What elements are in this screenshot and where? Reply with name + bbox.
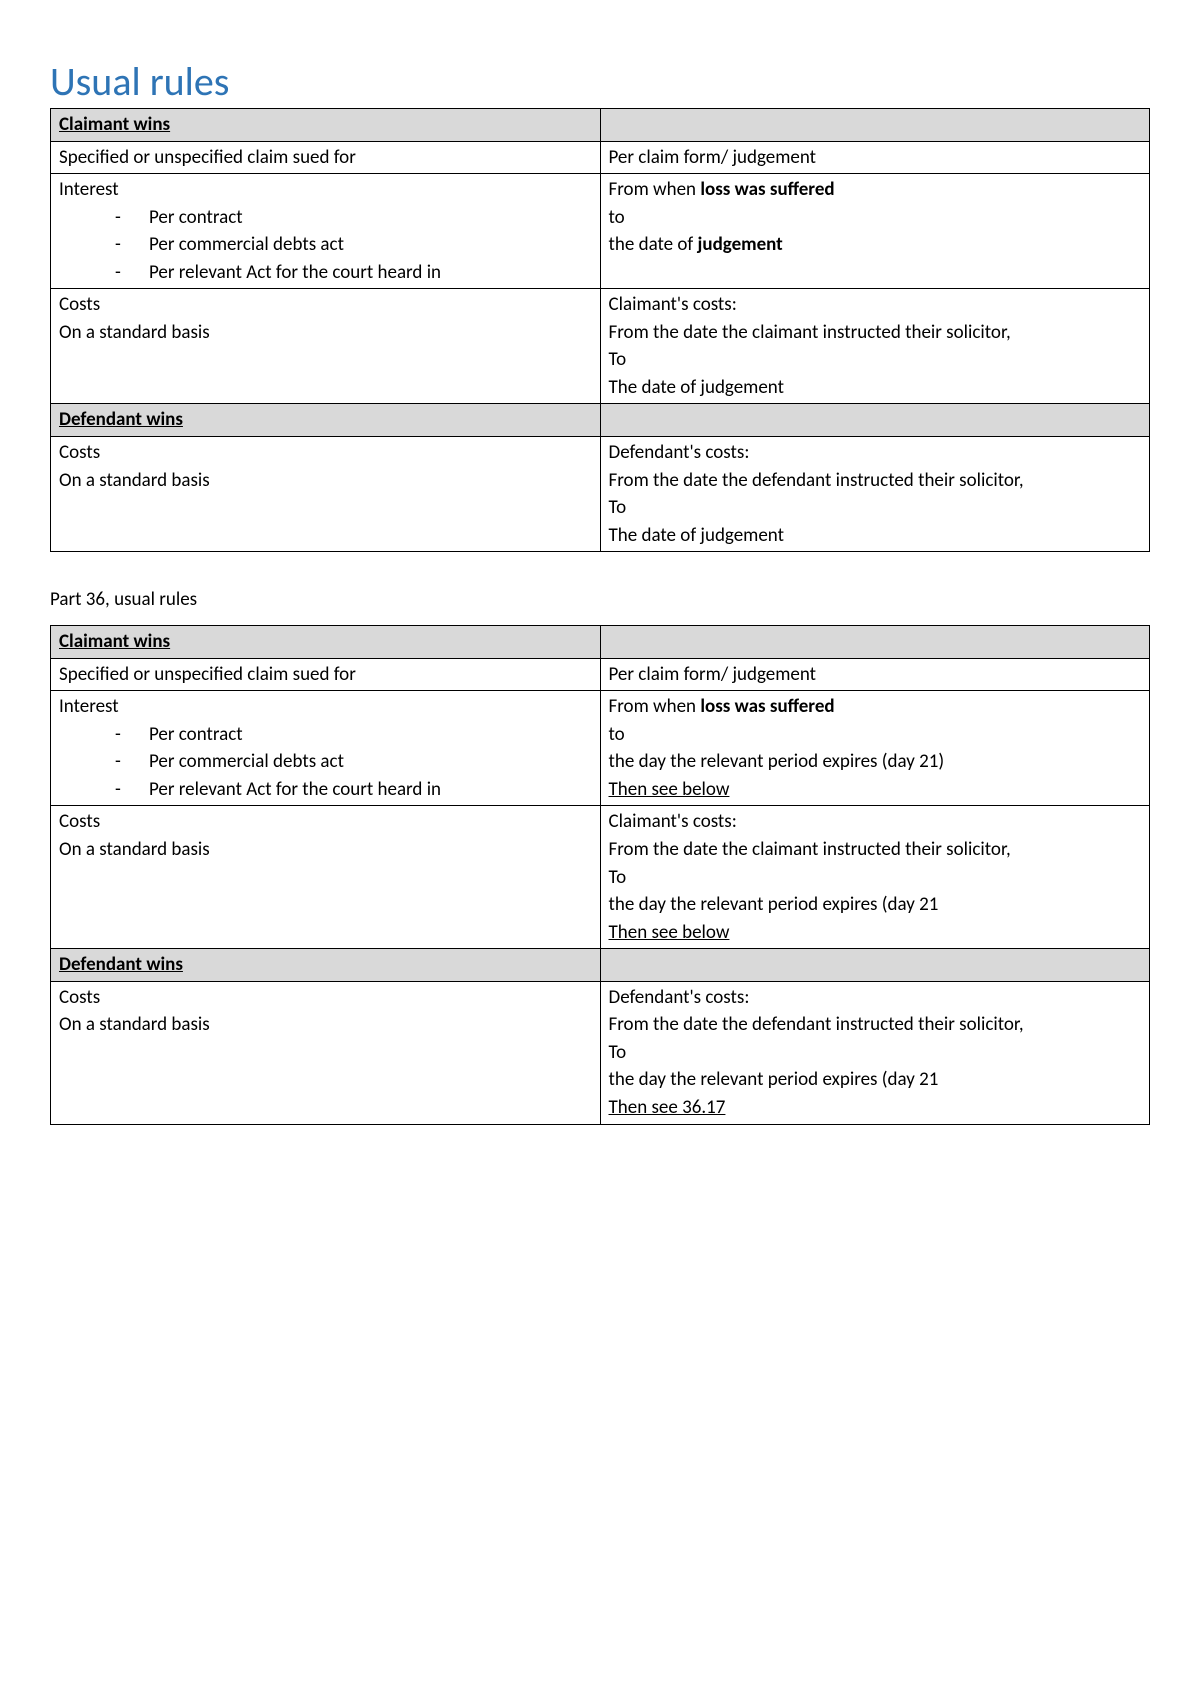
page-title: Usual rules bbox=[50, 60, 1150, 104]
table-row: Specified or unspecified claim sued for … bbox=[51, 141, 1150, 174]
interest-list: Per contract Per commercial debts act Pe… bbox=[59, 204, 592, 287]
list-item: Per relevant Act for the court heard in bbox=[115, 259, 592, 287]
table-row: Claimant wins bbox=[51, 109, 1150, 142]
cell-left: Specified or unspecified claim sued for bbox=[51, 658, 601, 691]
cell-right: Claimant's costs: From the date the clai… bbox=[600, 806, 1150, 949]
part36-subheading: Part 36, usual rules bbox=[50, 588, 1150, 611]
table-row: Costs On a standard basis Claimant's cos… bbox=[51, 289, 1150, 404]
cell-right: Per claim form/ judgement bbox=[600, 658, 1150, 691]
claimant-wins-header: Claimant wins bbox=[59, 113, 170, 136]
list-item: Per relevant Act for the court heard in bbox=[115, 776, 592, 804]
interest-label: Interest bbox=[59, 176, 592, 204]
table-row: Claimant wins bbox=[51, 626, 1150, 659]
interest-list: Per contract Per commercial debts act Pe… bbox=[59, 721, 592, 804]
defendant-wins-header: Defendant wins bbox=[59, 408, 183, 431]
cell-left: Specified or unspecified claim sued for bbox=[51, 141, 601, 174]
cell-left: Costs On a standard basis bbox=[51, 289, 601, 404]
cell-left: Costs On a standard basis bbox=[51, 806, 601, 949]
table-row: Costs On a standard basis Defendant's co… bbox=[51, 981, 1150, 1124]
table-row: Interest Per contract Per commercial deb… bbox=[51, 174, 1150, 289]
part36-rules-table: Claimant wins Specified or unspecified c… bbox=[50, 625, 1150, 1124]
list-item: Per commercial debts act bbox=[115, 231, 592, 259]
interest-label: Interest bbox=[59, 693, 592, 721]
table-row: Defendant wins bbox=[51, 404, 1150, 437]
cell-left: Costs On a standard basis bbox=[51, 981, 601, 1124]
list-item: Per contract bbox=[115, 204, 592, 232]
list-item: Per contract bbox=[115, 721, 592, 749]
table-row: Costs On a standard basis Claimant's cos… bbox=[51, 806, 1150, 949]
cell-left: Interest Per contract Per commercial deb… bbox=[51, 691, 601, 806]
list-item: Per commercial debts act bbox=[115, 748, 592, 776]
cell-right: Claimant's costs: From the date the clai… bbox=[600, 289, 1150, 404]
cell-left: Interest Per contract Per commercial deb… bbox=[51, 174, 601, 289]
cell-right: Defendant's costs: From the date the def… bbox=[600, 437, 1150, 552]
table-row: Interest Per contract Per commercial deb… bbox=[51, 691, 1150, 806]
table-row: Specified or unspecified claim sued for … bbox=[51, 658, 1150, 691]
claimant-wins-header: Claimant wins bbox=[59, 630, 170, 653]
cell-left: Costs On a standard basis bbox=[51, 437, 601, 552]
table-row: Defendant wins bbox=[51, 949, 1150, 982]
usual-rules-table: Claimant wins Specified or unspecified c… bbox=[50, 108, 1150, 552]
cell-right: Defendant's costs: From the date the def… bbox=[600, 981, 1150, 1124]
cell-right: From when loss was suffered to the day t… bbox=[600, 691, 1150, 806]
table-row: Costs On a standard basis Defendant's co… bbox=[51, 437, 1150, 552]
cell-right: Per claim form/ judgement bbox=[600, 141, 1150, 174]
defendant-wins-header: Defendant wins bbox=[59, 953, 183, 976]
cell-right: From when loss was suffered to the date … bbox=[600, 174, 1150, 289]
